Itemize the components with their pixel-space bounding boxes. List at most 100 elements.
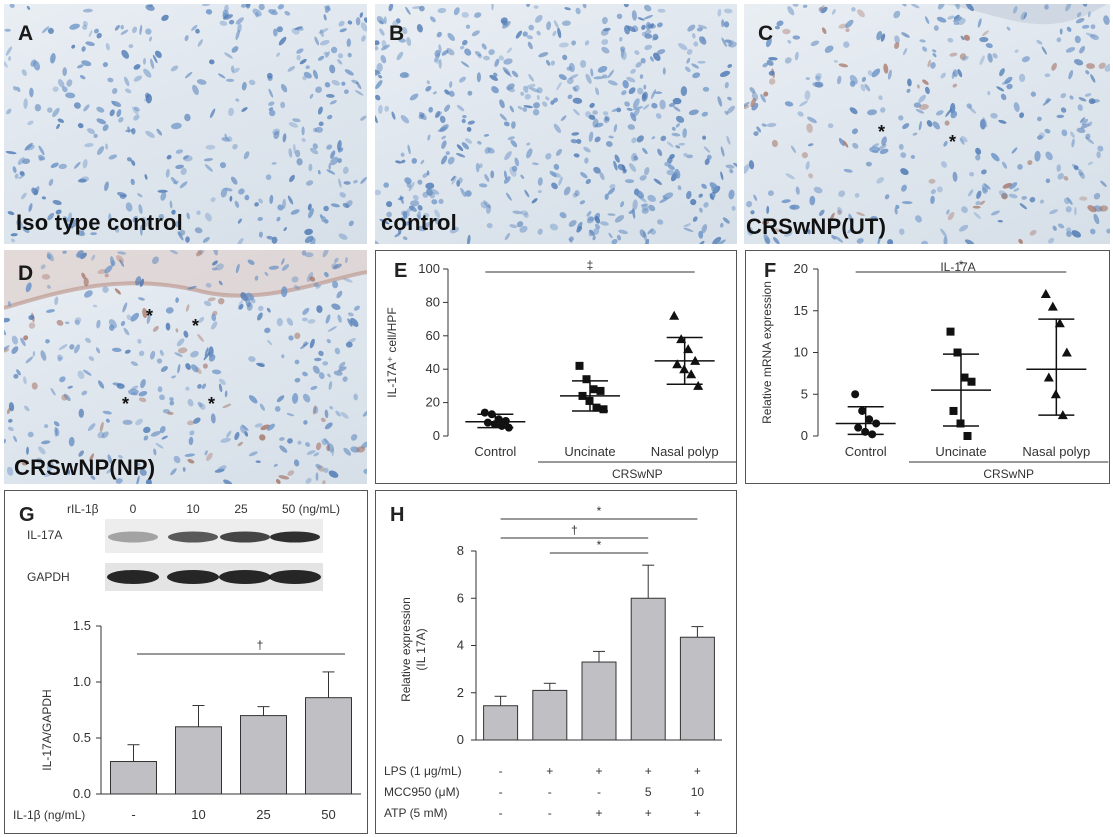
- cell-nucleus: [132, 215, 138, 223]
- cell-nucleus: [58, 163, 67, 170]
- cell-nucleus: [849, 107, 858, 115]
- cell-nucleus: [18, 174, 26, 179]
- cell-nucleus: [461, 142, 470, 150]
- cell-nucleus: [256, 362, 265, 367]
- y-tick-label: 0.5: [73, 730, 91, 745]
- cell-nucleus: [417, 204, 423, 211]
- cell-nucleus: [228, 107, 234, 117]
- cell-nucleus: [517, 105, 523, 110]
- cell-nucleus: [423, 212, 430, 218]
- cell-nucleus: [722, 217, 730, 224]
- cell-nucleus: [81, 272, 86, 280]
- data-point: [949, 406, 958, 415]
- cell-nucleus: [46, 461, 54, 472]
- cell-nucleus: [898, 143, 904, 150]
- cell-nucleus: [838, 190, 846, 197]
- cell-nucleus: [593, 76, 605, 80]
- blot-band-il17a: [168, 531, 218, 543]
- cell-nucleus: [1002, 161, 1008, 169]
- cell-nucleus: [657, 148, 663, 157]
- cell-nucleus: [878, 144, 887, 151]
- blot-dose-label: 50 (ng/mL): [282, 502, 340, 516]
- cell-nucleus: [436, 31, 442, 38]
- cell-nucleus: [460, 61, 470, 68]
- cell-nucleus: [975, 154, 981, 161]
- cell-nucleus: [160, 192, 167, 201]
- cell-nucleus: [23, 376, 27, 385]
- cell-nucleus: [185, 363, 191, 370]
- cell-nucleus: [584, 157, 589, 164]
- cell-nucleus: [74, 317, 82, 324]
- cell-nucleus: [650, 229, 656, 235]
- cell-nucleus: [293, 143, 296, 154]
- cell-nucleus: [635, 61, 642, 68]
- cell-nucleus: [159, 426, 166, 434]
- cell-nucleus: [915, 215, 922, 223]
- cell-nucleus: [451, 176, 457, 185]
- cell-nucleus: [302, 317, 308, 322]
- x-tick-label: 50: [321, 807, 335, 822]
- cell-nucleus: [177, 231, 184, 241]
- cell-nucleus: [675, 115, 685, 123]
- cell-nucleus: [1065, 206, 1072, 213]
- cell-nucleus: [512, 210, 522, 215]
- cell-nucleus: [631, 10, 637, 21]
- group-label: CRSwNP: [983, 467, 1034, 481]
- cell-nucleus: [542, 101, 548, 107]
- cell-nucleus: [322, 480, 326, 484]
- cell-nucleus: [557, 27, 562, 39]
- cell-nucleus: [287, 66, 296, 72]
- cell-nucleus: [901, 32, 910, 38]
- cell-nucleus: [196, 79, 207, 85]
- data-point: [582, 375, 591, 384]
- cell-nucleus: [1106, 228, 1110, 234]
- cell-nucleus: [203, 300, 212, 307]
- cell-nucleus: [782, 28, 791, 35]
- cell-nucleus: [976, 190, 982, 199]
- cell-nucleus: [404, 73, 410, 78]
- cell-nucleus: [774, 25, 780, 30]
- cell-nucleus: [79, 176, 90, 183]
- cell-nucleus: [552, 30, 557, 37]
- cell-nucleus: [510, 139, 518, 148]
- cell-nucleus: [24, 142, 33, 151]
- cell-nucleus: [833, 60, 838, 63]
- cell-nucleus: [91, 254, 96, 261]
- cell-nucleus: [644, 167, 650, 176]
- cell-nucleus: [159, 349, 164, 356]
- cell-nucleus: [620, 46, 626, 52]
- cell-nucleus: [895, 204, 900, 209]
- cell-nucleus: [220, 437, 231, 443]
- cell-nucleus: [126, 314, 132, 321]
- cell-nucleus: [511, 165, 518, 172]
- cell-nucleus: [277, 4, 285, 10]
- cell-nucleus: [1073, 165, 1079, 171]
- blot-band-gapdh: [167, 570, 219, 584]
- cell-nucleus: [138, 391, 148, 397]
- treatment-value: +: [694, 764, 701, 778]
- cell-nucleus: [122, 419, 133, 425]
- cell-nucleus: [167, 411, 174, 415]
- cell-nucleus: [47, 107, 53, 113]
- cell-nucleus: [464, 190, 472, 197]
- cell-nucleus: [312, 127, 318, 133]
- cell-nucleus: [587, 216, 594, 222]
- cell-nucleus: [324, 272, 329, 278]
- cell-nucleus: [1013, 187, 1020, 192]
- cell-nucleus: [484, 174, 490, 182]
- cell-nucleus: [1059, 28, 1063, 35]
- cell-nucleus: [656, 49, 666, 55]
- cell-nucleus: [376, 62, 383, 73]
- cell-nucleus: [254, 275, 259, 281]
- x-tick-label: -: [131, 807, 135, 822]
- cell-nucleus: [165, 168, 170, 178]
- cell-nucleus: [1014, 49, 1019, 53]
- cell-nucleus: [54, 296, 59, 306]
- cell-nucleus: [212, 260, 218, 266]
- cell-nucleus: [537, 228, 543, 235]
- cell-nucleus: [600, 28, 609, 36]
- cell-nucleus: [574, 190, 580, 197]
- cell-nucleus: [248, 79, 256, 86]
- cell-nucleus: [409, 93, 419, 101]
